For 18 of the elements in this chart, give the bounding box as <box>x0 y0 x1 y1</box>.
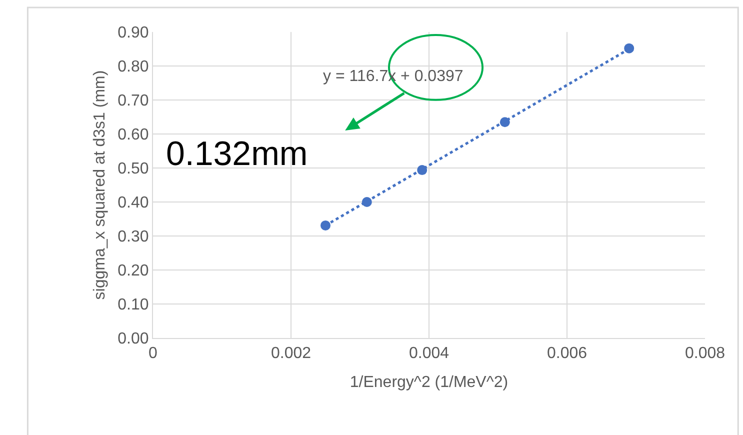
y-tick-label: 0.40 <box>118 194 149 212</box>
x-tick-label: 0.008 <box>684 345 726 362</box>
y-tick-label: 0.00 <box>118 330 149 348</box>
x-tick-label: 0 <box>148 345 158 362</box>
y-axis-title: siggma_x squared at d3s1 (mm) <box>92 70 109 300</box>
y-tick-label: 0.80 <box>118 58 149 76</box>
y-tick-label: 0.10 <box>118 296 149 314</box>
y-tick-label: 0.70 <box>118 92 149 110</box>
y-tick-label: 0.50 <box>118 160 149 178</box>
y-tick-label: 0.30 <box>118 228 149 246</box>
y-tick-label: 0.60 <box>118 126 149 144</box>
annotation: 0.132mm <box>166 135 308 173</box>
x-tick-label: 0.004 <box>408 345 450 362</box>
x-tick-label: 0.006 <box>546 345 588 362</box>
x-tick-label: 0.002 <box>270 345 312 362</box>
y-tick-label: 0.90 <box>118 24 149 42</box>
x-axis-title: 1/Energy^2 (1/MeV^2) <box>350 374 508 391</box>
y-tick-label: 0.20 <box>118 262 149 280</box>
